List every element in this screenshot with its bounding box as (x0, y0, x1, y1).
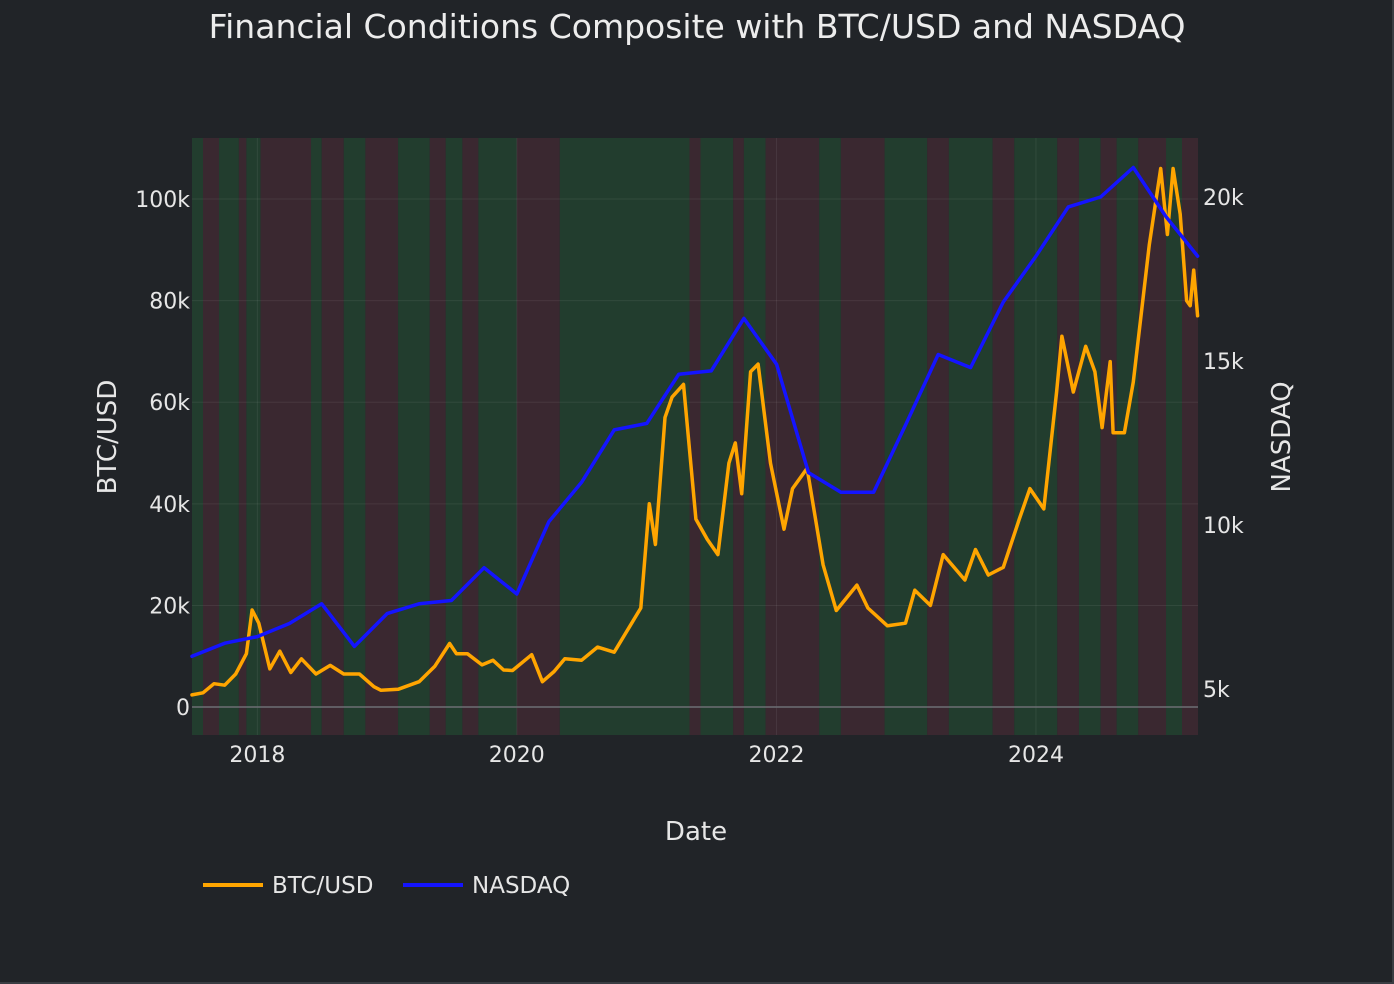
series-layer (190, 165, 1200, 697)
regime-band-tightening (992, 138, 1015, 735)
regime-band-tightening (1138, 138, 1167, 735)
x-tick-label: 2020 (489, 743, 545, 768)
y-axis-title: BTC/USD (93, 380, 123, 495)
regime-band-easing (445, 138, 463, 735)
regime-band-easing (700, 138, 734, 735)
regime-band-easing (311, 138, 322, 735)
regime-band-easing (478, 138, 517, 735)
x-tick-label: 2022 (749, 743, 805, 768)
regime-band-tightening (203, 138, 220, 735)
regime-band-tightening (516, 138, 560, 735)
legend-label-btc[interactable]: BTC/USD (272, 873, 373, 899)
regime-band-easing (398, 138, 430, 735)
y2-tick-label: 5k (1203, 678, 1230, 703)
x-axis-ticks: 2018 2020 2022 2024 (229, 743, 1064, 768)
grid-lines (192, 138, 1198, 735)
regime-band-easing (559, 138, 690, 735)
regime-band-easing (219, 138, 239, 735)
y2-tick-label: 20k (1203, 186, 1244, 211)
regime-band-tightening (462, 138, 479, 735)
y-tick-label: 60k (149, 391, 190, 416)
regime-band-easing (948, 138, 993, 735)
y-axis-ticks: 0 20k 40k 60k 80k 100k (135, 188, 190, 721)
y2-tick-label: 10k (1203, 514, 1244, 539)
regime-band-tightening (840, 138, 885, 735)
series-line-nasdaq (190, 165, 1200, 659)
y-tick-label: 20k (149, 594, 190, 619)
regime-band-tightening (260, 138, 312, 735)
legend: BTC/USD NASDAQ (203, 873, 570, 899)
series-line-btc (190, 166, 1200, 697)
y-tick-label: 40k (149, 493, 190, 518)
regime-band-tightening (1057, 138, 1079, 735)
regime-band-easing (1078, 138, 1101, 735)
regime-band-tightening (733, 138, 744, 735)
regime-band-tightening (1100, 138, 1117, 735)
regime-band-tightening (765, 138, 820, 735)
regime-band-tightening (1182, 138, 1198, 735)
regime-band-tightening (429, 138, 446, 735)
regime-band-easing (819, 138, 841, 735)
regime-band-easing (192, 138, 204, 735)
regime-band-tightening (321, 138, 344, 735)
x-tick-label: 2024 (1008, 743, 1064, 768)
regime-band-easing (1116, 138, 1139, 735)
regime-band-easing (1166, 138, 1183, 735)
y2-axis-title: NASDAQ (1267, 381, 1297, 492)
regime-band-tightening (238, 138, 247, 735)
y2-axis-ticks: 5k 10k 15k 20k (1203, 186, 1244, 703)
y-tick-label: 0 (176, 696, 190, 721)
regime-background (192, 138, 1198, 735)
y2-tick-label: 15k (1203, 350, 1244, 375)
chart-title: Financial Conditions Composite with BTC/… (209, 7, 1186, 46)
regime-band-easing (743, 138, 766, 735)
regime-band-tightening (689, 138, 701, 735)
legend-label-nasdaq[interactable]: NASDAQ (472, 873, 570, 899)
y-tick-label: 100k (135, 188, 190, 213)
regime-band-easing (884, 138, 928, 735)
x-axis-title: Date (665, 817, 727, 847)
regime-band-tightening (365, 138, 399, 735)
regime-band-tightening (927, 138, 949, 735)
x-tick-label: 2018 (229, 743, 285, 768)
y-tick-label: 80k (149, 290, 190, 315)
regime-band-easing (343, 138, 366, 735)
regime-band-easing (246, 138, 261, 735)
